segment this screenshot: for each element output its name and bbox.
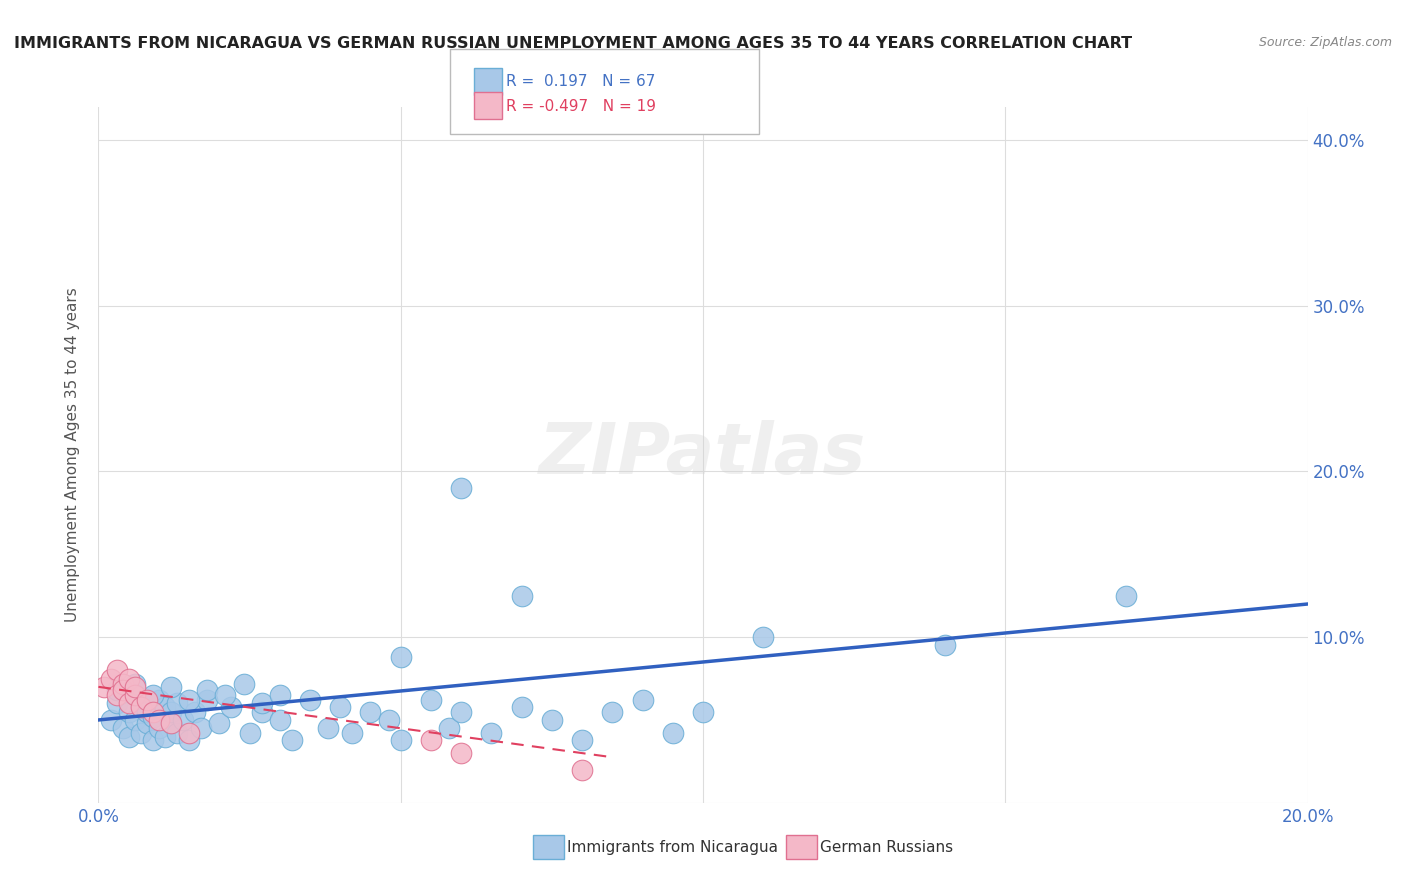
Point: [437, 721, 460, 735]
Point: [153, 699, 176, 714]
Point: [190, 721, 212, 735]
Point: [118, 672, 141, 686]
Point: [142, 705, 165, 719]
Text: Source: ZipAtlas.com: Source: ZipAtlas.com: [1258, 36, 1392, 49]
Point: [540, 713, 562, 727]
Point: [389, 650, 412, 665]
Text: German Russians: German Russians: [820, 840, 953, 855]
Point: [692, 705, 714, 719]
Point: [299, 693, 322, 707]
Point: [166, 697, 188, 711]
Point: [481, 726, 503, 740]
Y-axis label: Unemployment Among Ages 35 to 44 years: Unemployment Among Ages 35 to 44 years: [65, 287, 80, 623]
Point: [153, 730, 176, 744]
Point: [420, 693, 443, 707]
Point: [389, 732, 412, 747]
Point: [118, 697, 141, 711]
Point: [179, 726, 201, 740]
Point: [129, 699, 152, 714]
Point: [148, 713, 170, 727]
Point: [281, 732, 304, 747]
Point: [105, 697, 128, 711]
Point: [166, 726, 188, 740]
Point: [250, 697, 273, 711]
Point: [93, 680, 115, 694]
Point: [135, 693, 157, 707]
Point: [510, 589, 533, 603]
Point: [752, 630, 775, 644]
Text: R =  0.197   N = 67: R = 0.197 N = 67: [506, 74, 655, 88]
Point: [124, 688, 146, 702]
Point: [179, 693, 201, 707]
Point: [142, 709, 165, 723]
Text: IMMIGRANTS FROM NICARAGUA VS GERMAN RUSSIAN UNEMPLOYMENT AMONG AGES 35 TO 44 YEA: IMMIGRANTS FROM NICARAGUA VS GERMAN RUSS…: [14, 36, 1132, 51]
Point: [269, 713, 291, 727]
Point: [142, 688, 165, 702]
Point: [316, 721, 339, 735]
Point: [269, 688, 291, 702]
Point: [571, 763, 593, 777]
Point: [148, 721, 170, 735]
Point: [510, 699, 533, 714]
Point: [124, 676, 146, 690]
Text: Immigrants from Nicaragua: Immigrants from Nicaragua: [567, 840, 778, 855]
Point: [195, 683, 218, 698]
Point: [179, 732, 201, 747]
Point: [111, 676, 134, 690]
Text: R = -0.497   N = 19: R = -0.497 N = 19: [506, 99, 657, 113]
Point: [450, 705, 472, 719]
Point: [360, 705, 382, 719]
Point: [124, 713, 146, 727]
Point: [118, 730, 141, 744]
Point: [631, 693, 654, 707]
Point: [142, 732, 165, 747]
Point: [571, 732, 593, 747]
Point: [184, 705, 207, 719]
Point: [221, 699, 243, 714]
Point: [105, 683, 128, 698]
Point: [214, 688, 236, 702]
Point: [135, 697, 157, 711]
Point: [100, 672, 122, 686]
Point: [195, 693, 218, 707]
Point: [602, 705, 624, 719]
Point: [100, 713, 122, 727]
Point: [160, 716, 183, 731]
Point: [1115, 589, 1137, 603]
Point: [135, 716, 157, 731]
Point: [250, 705, 273, 719]
Point: [208, 716, 231, 731]
Point: [172, 713, 194, 727]
Point: [450, 746, 472, 760]
Point: [135, 705, 157, 719]
Point: [111, 721, 134, 735]
Point: [232, 676, 254, 690]
Point: [118, 705, 141, 719]
Point: [111, 683, 134, 698]
Point: [934, 639, 956, 653]
Text: ZIPatlas: ZIPatlas: [540, 420, 866, 490]
Point: [105, 688, 128, 702]
Point: [124, 688, 146, 702]
Point: [148, 693, 170, 707]
Point: [129, 699, 152, 714]
Point: [342, 726, 364, 740]
Point: [377, 713, 399, 727]
Point: [105, 663, 128, 677]
Point: [239, 726, 262, 740]
Point: [160, 680, 183, 694]
Point: [329, 699, 352, 714]
Point: [160, 705, 183, 719]
Point: [124, 680, 146, 694]
Point: [662, 726, 685, 740]
Point: [160, 716, 183, 731]
Point: [450, 481, 472, 495]
Point: [129, 726, 152, 740]
Point: [420, 732, 443, 747]
